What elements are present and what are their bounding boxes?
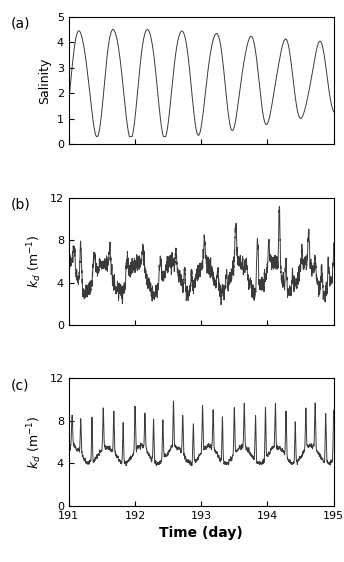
Text: (c): (c) (11, 378, 29, 392)
Y-axis label: Salinity: Salinity (38, 57, 51, 104)
Text: (a): (a) (11, 17, 30, 31)
X-axis label: Time (day): Time (day) (159, 526, 243, 540)
Y-axis label: $k_d\ (\mathrm{m}^{-1})$: $k_d\ (\mathrm{m}^{-1})$ (25, 415, 44, 469)
Y-axis label: $k_d\ (\mathrm{m}^{-1})$: $k_d\ (\mathrm{m}^{-1})$ (25, 234, 44, 288)
Text: (b): (b) (11, 198, 30, 212)
